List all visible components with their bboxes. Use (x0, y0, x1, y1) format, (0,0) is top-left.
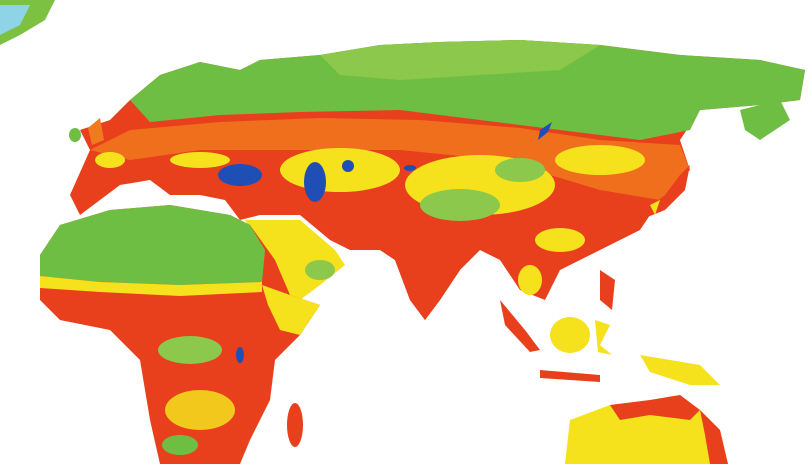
philippines (600, 270, 615, 310)
madagascar (287, 403, 303, 447)
congo (158, 336, 222, 364)
france (95, 152, 125, 168)
indochina (518, 265, 542, 295)
baikal (538, 122, 552, 140)
ireland (69, 128, 81, 142)
sahara (40, 205, 265, 285)
sulawesi (595, 320, 612, 355)
taiga (130, 40, 805, 140)
horn-of-africa (262, 285, 320, 335)
kazakh-steppe (280, 148, 400, 192)
kamchatka (740, 100, 790, 140)
tibet (420, 189, 500, 221)
australia-north (610, 395, 700, 420)
kalahari (162, 435, 198, 455)
eurasia-steppe (90, 118, 690, 200)
britain (88, 118, 104, 145)
india (380, 235, 470, 320)
greenland-ice (0, 5, 30, 35)
mongolia (555, 145, 645, 175)
sahel (40, 276, 262, 296)
tundra (320, 40, 600, 80)
borneo (550, 317, 590, 353)
europe-plain (170, 152, 230, 168)
japan-south (650, 200, 660, 215)
southern-africa (165, 390, 235, 430)
caspian-sea (304, 162, 326, 202)
new-guinea (640, 355, 720, 385)
south-china (535, 228, 585, 252)
tarim-edge (495, 158, 545, 182)
rub-al-khali (305, 260, 335, 280)
sumatra (500, 300, 540, 352)
aral-sea (342, 160, 354, 172)
lake-victoria (236, 347, 244, 363)
java (540, 370, 600, 382)
australia-east (700, 410, 728, 464)
black-sea (218, 164, 262, 186)
balkhash (404, 165, 416, 171)
